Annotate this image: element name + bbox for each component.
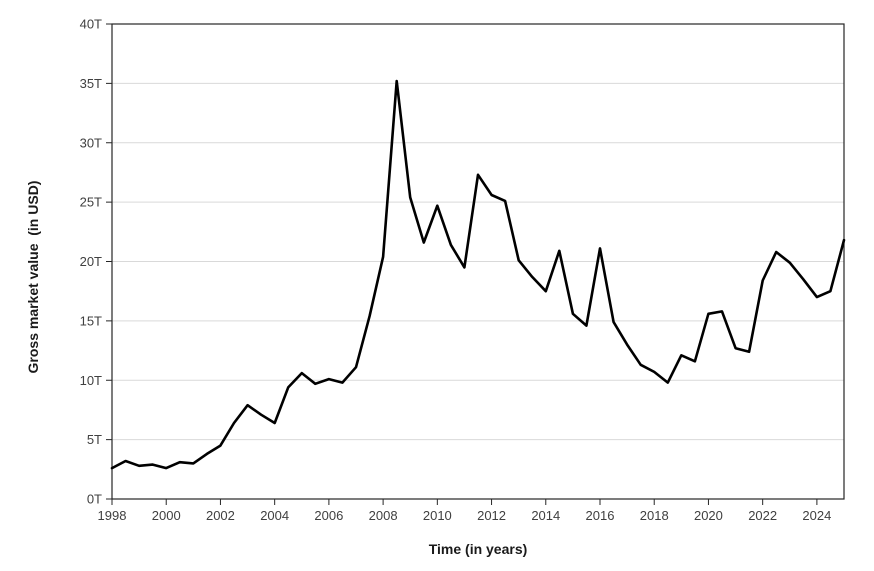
plot-area-border bbox=[111, 23, 845, 500]
axis-tick-labels: 0T 5T 10T 15T 20T 25T 30T 35T 40T 1998 2000 2002 200… bbox=[80, 17, 832, 524]
x-tick-label: 2020 bbox=[694, 508, 723, 523]
gridlines bbox=[112, 82, 844, 441]
x-tick-label: 2012 bbox=[477, 508, 506, 523]
x-tick-label: 2000 bbox=[152, 508, 181, 523]
x-tick-label: 2008 bbox=[369, 508, 398, 523]
x-tick-label: 2010 bbox=[423, 508, 452, 523]
x-tick-label: 2018 bbox=[640, 508, 669, 523]
y-tick-label: 35T bbox=[80, 76, 102, 91]
x-tick-label: 2014 bbox=[531, 508, 560, 523]
y-tick-label: 15T bbox=[80, 313, 102, 328]
plot-line-gross-market-value bbox=[110, 79, 846, 470]
x-tick-label: 2006 bbox=[314, 508, 343, 523]
axis-ticks bbox=[106, 23, 818, 505]
x-tick-label: 2002 bbox=[206, 508, 235, 523]
y-tick-label: 10T bbox=[80, 373, 102, 388]
x-tick-label: 2022 bbox=[748, 508, 777, 523]
x-tick-label: 2024 bbox=[802, 508, 831, 523]
x-tick-label: 1998 bbox=[98, 508, 127, 523]
y-tick-label: 30T bbox=[80, 135, 102, 150]
y-tick-label: 40T bbox=[80, 17, 102, 32]
x-tick-label: 2004 bbox=[260, 508, 289, 523]
x-tick-label: 2016 bbox=[586, 508, 615, 523]
x-axis-title: Time (in years) bbox=[428, 541, 528, 557]
y-tick-label: 5T bbox=[87, 432, 102, 447]
y-tick-label: 20T bbox=[80, 254, 102, 269]
y-tick-label: 0T bbox=[87, 492, 102, 507]
y-tick-label: 25T bbox=[80, 195, 102, 210]
